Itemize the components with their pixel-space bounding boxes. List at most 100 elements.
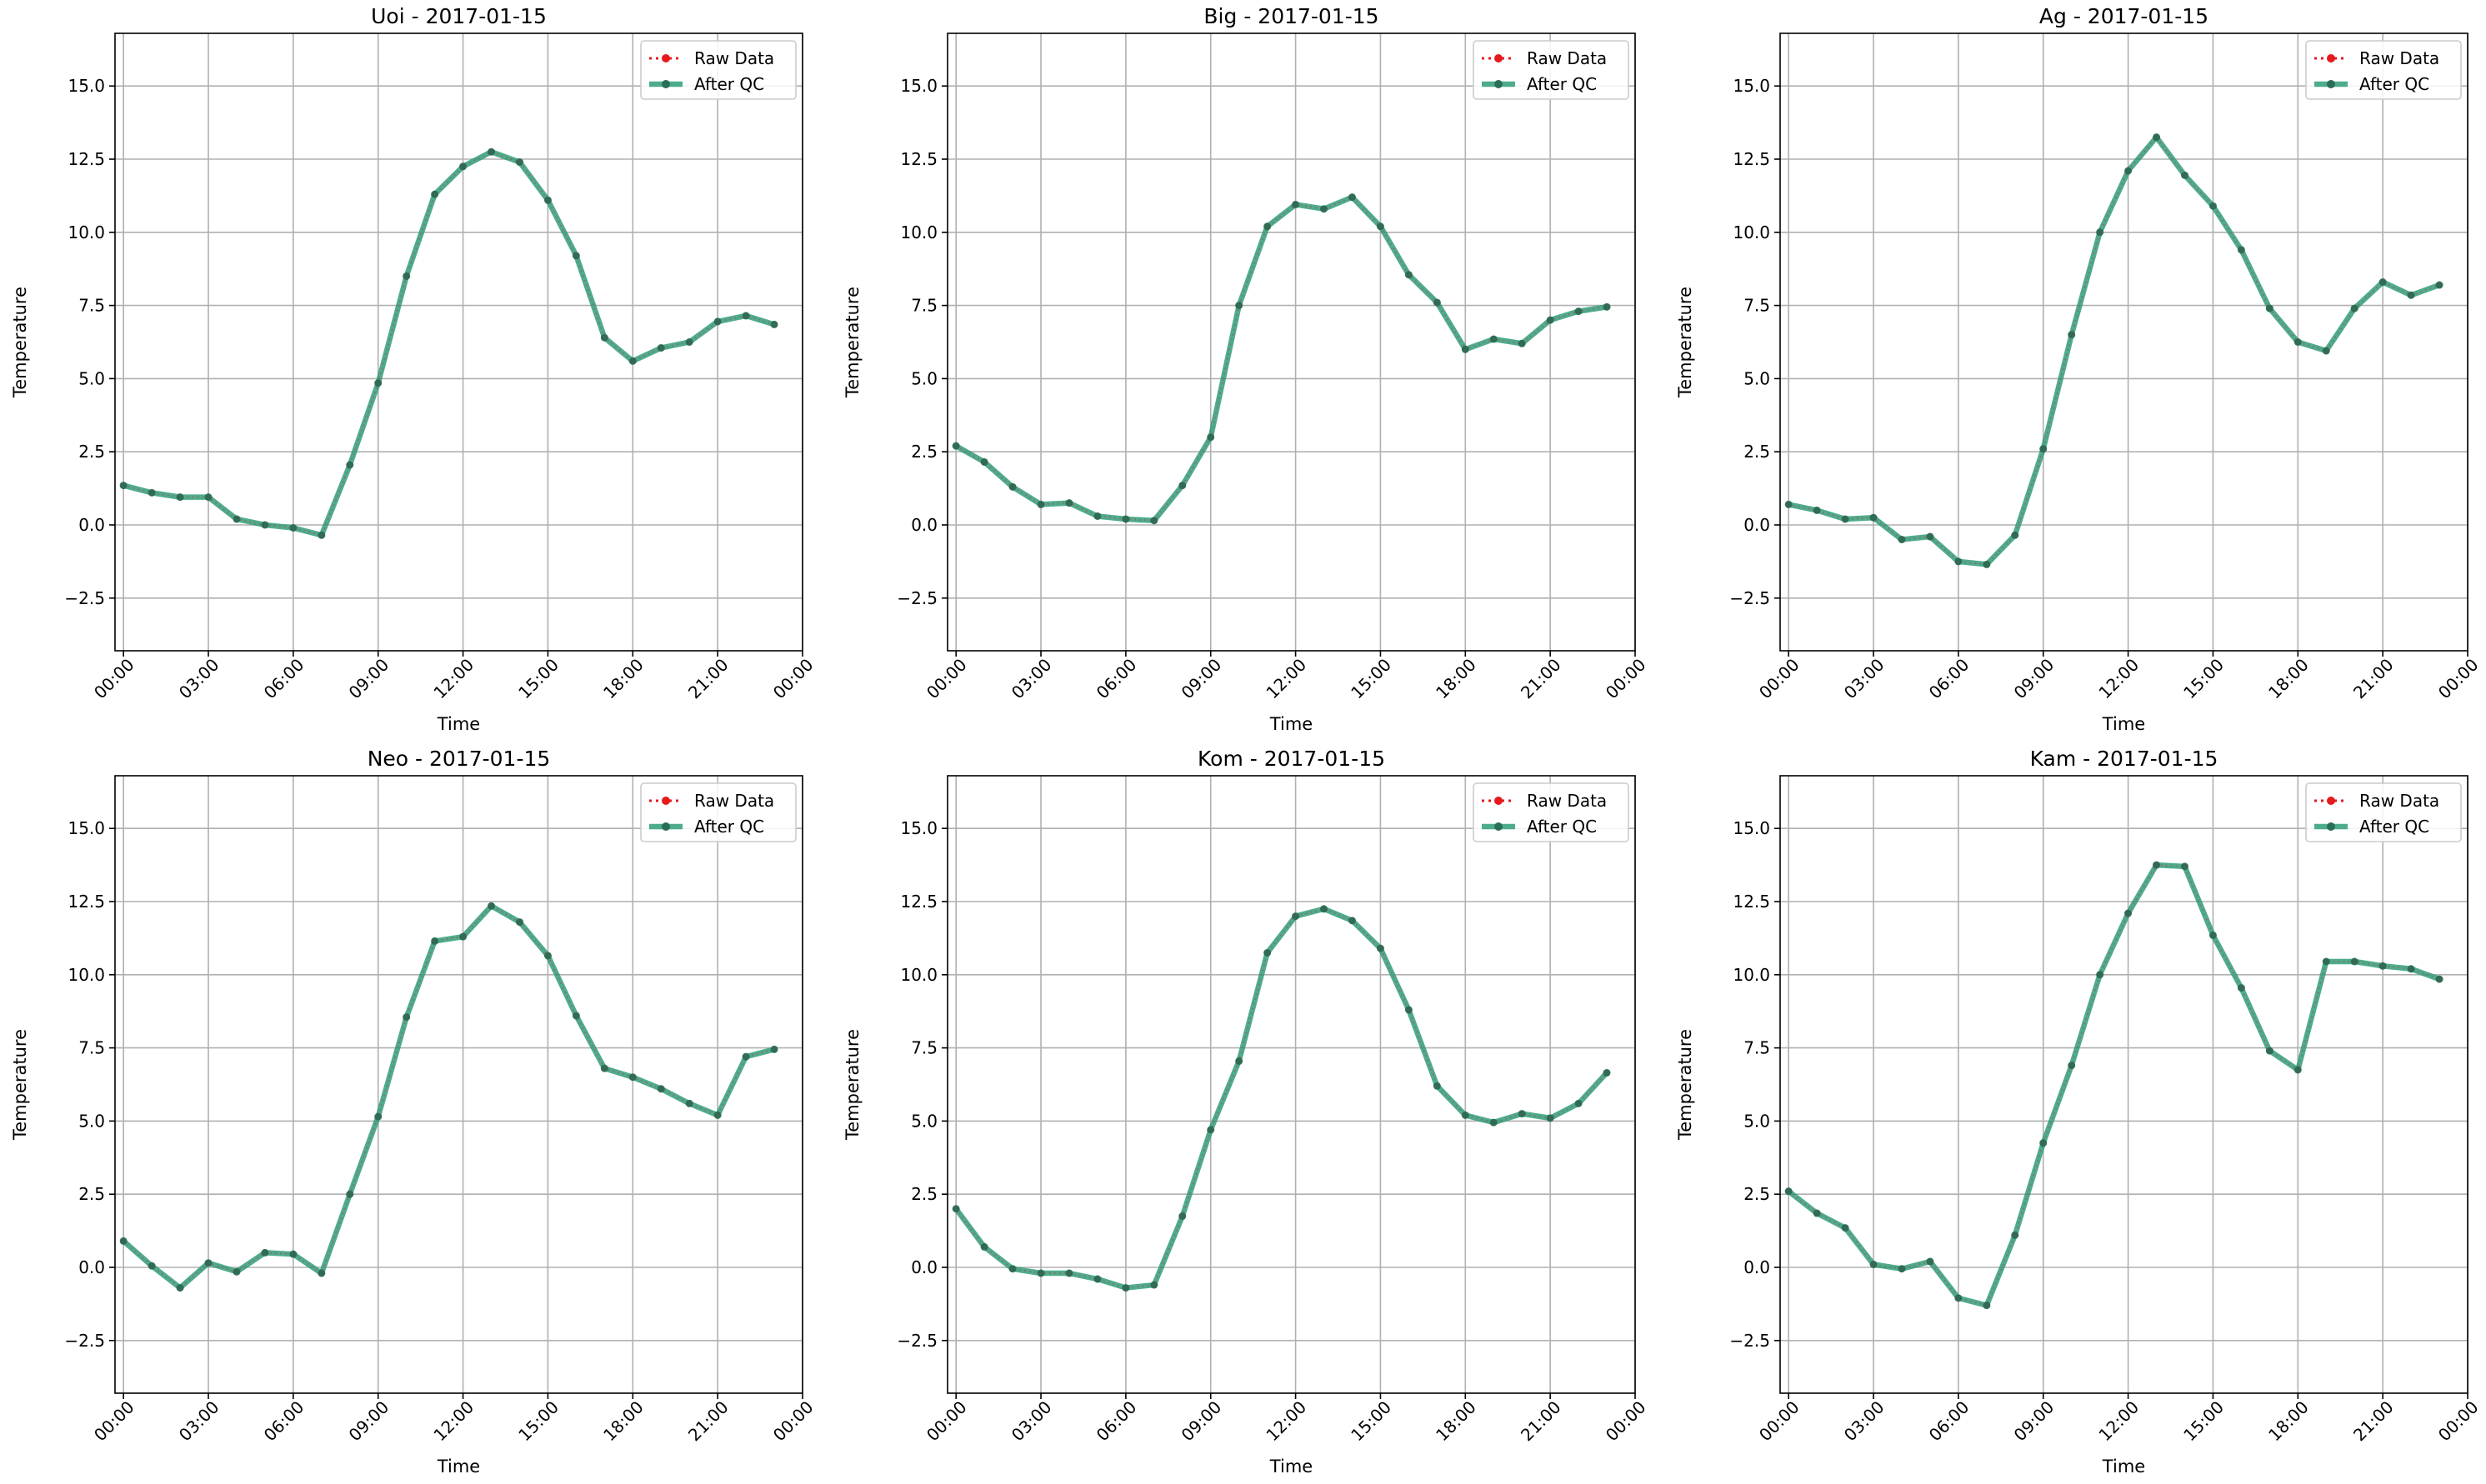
data-point-after-qc bbox=[1008, 1265, 1017, 1273]
x-tick-label: 00:00 bbox=[2434, 1397, 2483, 1446]
y-tick-label: 12.5 bbox=[900, 892, 938, 912]
legend-marker-raw-data bbox=[1494, 797, 1503, 805]
y-tick-label: −2.5 bbox=[897, 588, 938, 608]
data-point-after-qc bbox=[1841, 515, 1849, 523]
y-tick-label: 5.0 bbox=[911, 1111, 938, 1131]
x-axis-label: Time bbox=[2102, 714, 2145, 734]
data-point-after-qc bbox=[1292, 200, 1300, 208]
y-tick-label: 15.0 bbox=[1733, 76, 1770, 96]
data-point-after-qc bbox=[2265, 1047, 2273, 1055]
x-tick-label: 12:00 bbox=[429, 1397, 478, 1446]
chart-panel-3: −2.5 0.0 2.5 5.0 7.5 10.0 12.5 15.0 00:00 03:00 06… bbox=[1675, 4, 2483, 734]
data-point-after-qc bbox=[1841, 1224, 1849, 1232]
y-tick-label: 7.5 bbox=[911, 296, 938, 316]
data-point-after-qc bbox=[2208, 931, 2217, 939]
data-point-after-qc bbox=[431, 937, 439, 945]
data-point-after-qc bbox=[1983, 560, 1991, 568]
y-axis-label: Temperature bbox=[843, 287, 863, 398]
data-point-after-qc bbox=[148, 1262, 156, 1270]
data-point-after-qc bbox=[1813, 1209, 1821, 1217]
series-line-raw-data bbox=[1788, 136, 2440, 566]
series-line-after-qc bbox=[1785, 862, 2443, 1308]
y-tick-label: 15.0 bbox=[900, 76, 938, 96]
data-point-after-qc bbox=[2039, 445, 2048, 453]
x-tick-label: 12:00 bbox=[429, 655, 478, 703]
axes-frame bbox=[947, 775, 1636, 1394]
data-point-after-qc bbox=[2265, 304, 2273, 312]
legend-marker-raw-data bbox=[2327, 797, 2335, 805]
data-point-after-qc bbox=[1207, 1126, 1215, 1134]
data-point-after-qc bbox=[952, 1205, 960, 1213]
chart-panel-1: −2.5 0.0 2.5 5.0 7.5 10.0 12.5 15.0 00:00 03:00 06… bbox=[10, 4, 818, 734]
data-point-after-qc bbox=[572, 1012, 580, 1020]
data-point-after-qc bbox=[2096, 228, 2104, 237]
legend-marker-after-qc bbox=[2327, 822, 2335, 831]
legend-label-raw-data: Raw Data bbox=[694, 48, 774, 68]
y-tick-label: −2.5 bbox=[1729, 588, 1770, 608]
data-point-after-qc bbox=[233, 1267, 241, 1276]
data-point-after-qc bbox=[204, 493, 213, 502]
data-point-after-qc bbox=[459, 932, 468, 941]
y-tick-label: 10.0 bbox=[900, 222, 938, 242]
x-tick-label: 06:00 bbox=[1925, 655, 1973, 703]
series-line-after-qc bbox=[120, 903, 778, 1291]
x-tick-label: 00:00 bbox=[1755, 655, 1803, 703]
data-point-after-qc bbox=[1404, 271, 1413, 279]
x-tick-label: 00:00 bbox=[923, 1397, 971, 1446]
data-point-after-qc bbox=[1178, 1212, 1187, 1221]
x-tick-label: 21:00 bbox=[1517, 1397, 1565, 1446]
legend-label-raw-data: Raw Data bbox=[694, 791, 774, 811]
y-tick-label: 15.0 bbox=[68, 818, 105, 838]
x-tick-label: 06:00 bbox=[1093, 655, 1141, 703]
x-tick-label: 21:00 bbox=[684, 655, 733, 703]
data-point-after-qc bbox=[176, 1284, 184, 1292]
data-point-after-qc bbox=[1926, 1257, 1934, 1266]
legend-label-after-qc: After QC bbox=[1527, 817, 1597, 837]
y-tick-label: 0.0 bbox=[1743, 515, 1770, 535]
legend-marker-after-qc bbox=[1494, 822, 1503, 831]
data-point-after-qc bbox=[543, 952, 552, 960]
data-point-after-qc bbox=[1065, 499, 1073, 507]
data-point-after-qc bbox=[1263, 222, 1272, 231]
data-point-after-qc bbox=[2350, 304, 2358, 312]
data-point-after-qc bbox=[488, 147, 496, 156]
data-point-after-qc bbox=[1235, 302, 1243, 310]
data-point-after-qc bbox=[1292, 912, 1300, 921]
data-point-after-qc bbox=[2322, 957, 2330, 966]
x-tick-label: 06:00 bbox=[1093, 1397, 1141, 1446]
data-point-after-qc bbox=[1348, 917, 1356, 925]
data-point-after-qc bbox=[459, 162, 468, 171]
y-tick-label: 7.5 bbox=[78, 1038, 105, 1058]
data-point-after-qc bbox=[1813, 506, 1821, 514]
x-axis-label: Time bbox=[2102, 1457, 2145, 1477]
series-line-after-qc bbox=[953, 906, 1610, 1291]
x-tick-label: 12:00 bbox=[1262, 1397, 1310, 1446]
data-point-after-qc bbox=[403, 1013, 411, 1022]
x-tick-label: 15:00 bbox=[1347, 655, 1395, 703]
legend-label-raw-data: Raw Data bbox=[1527, 791, 1607, 811]
data-point-after-qc bbox=[1926, 532, 1934, 541]
data-point-after-qc bbox=[2011, 531, 2019, 539]
x-tick-label: 09:00 bbox=[2010, 655, 2058, 703]
y-tick-label: 15.0 bbox=[68, 76, 105, 96]
data-point-after-qc bbox=[1898, 536, 1906, 544]
x-tick-label: 15:00 bbox=[514, 1397, 563, 1446]
data-point-after-qc bbox=[1376, 222, 1384, 231]
x-tick-label: 00:00 bbox=[2434, 655, 2483, 703]
y-tick-label: 0.0 bbox=[911, 1257, 938, 1277]
x-tick-label: 03:00 bbox=[175, 655, 223, 703]
data-point-after-qc bbox=[713, 1111, 722, 1119]
data-point-after-qc bbox=[204, 1259, 213, 1267]
data-point-after-qc bbox=[628, 1073, 637, 1082]
y-tick-label: 0.0 bbox=[1743, 1257, 1770, 1277]
data-point-after-qc bbox=[346, 461, 354, 469]
legend-label-after-qc: After QC bbox=[694, 817, 764, 837]
x-tick-label: 18:00 bbox=[599, 1397, 648, 1446]
y-tick-label: 2.5 bbox=[78, 442, 105, 462]
y-tick-label: 2.5 bbox=[78, 1184, 105, 1204]
data-point-after-qc bbox=[543, 196, 552, 204]
data-point-after-qc bbox=[2011, 1231, 2019, 1239]
y-tick-label: 5.0 bbox=[1743, 368, 1770, 388]
data-point-after-qc bbox=[2407, 965, 2415, 973]
x-tick-label: 18:00 bbox=[1432, 1397, 1480, 1446]
